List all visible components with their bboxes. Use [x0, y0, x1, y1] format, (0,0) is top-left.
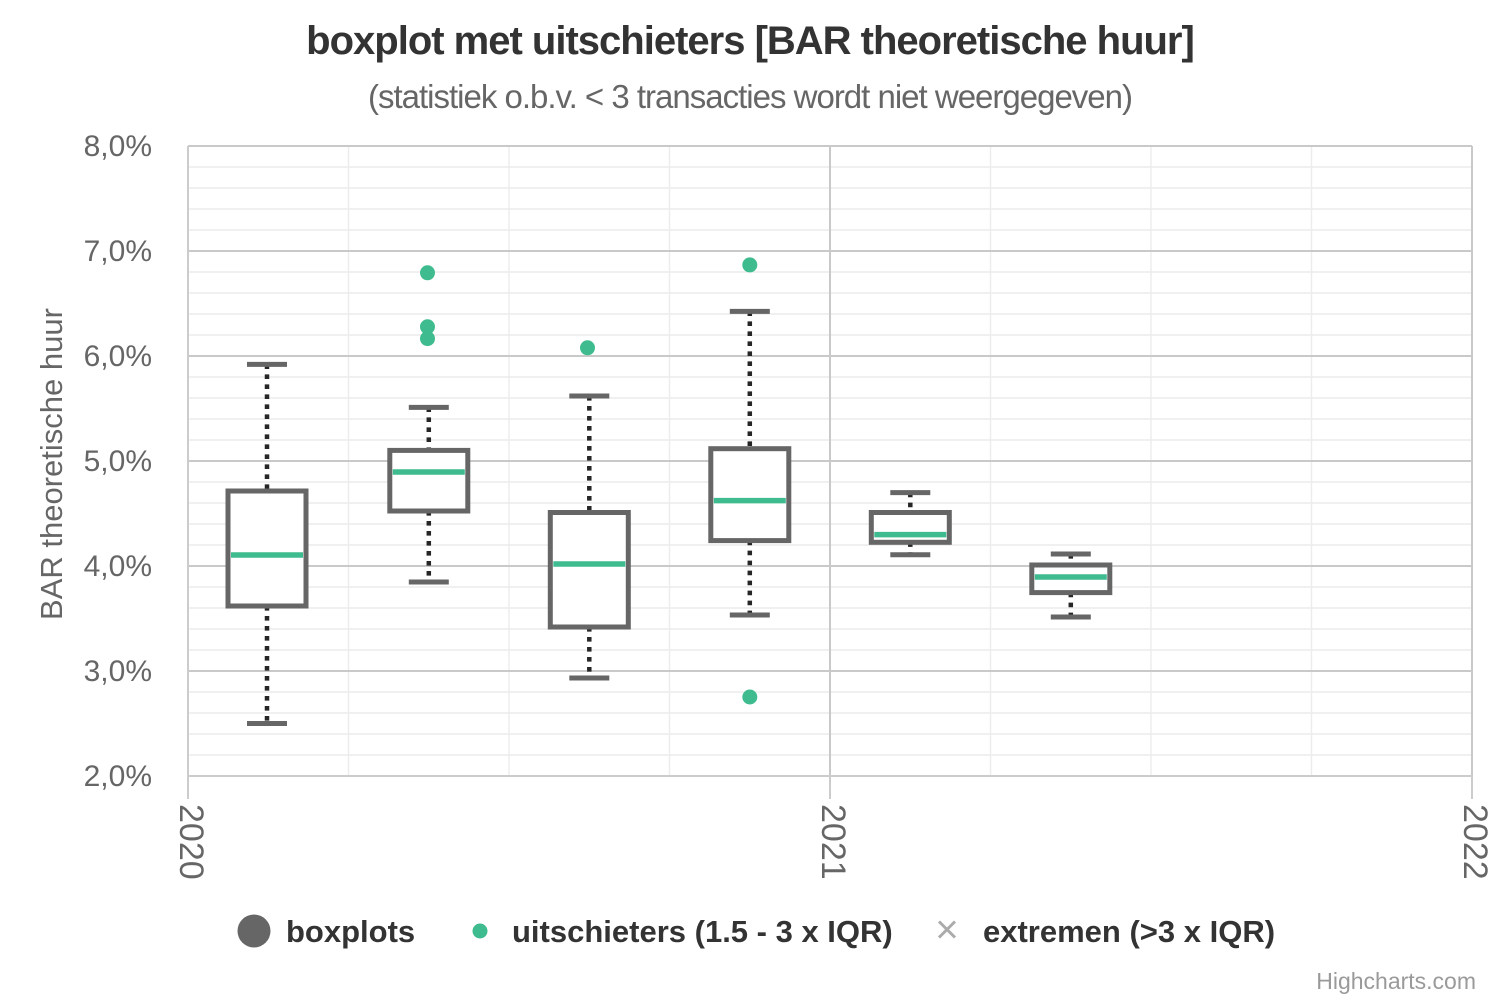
- svg-text:extremen (>3 x IQR): extremen (>3 x IQR): [983, 914, 1275, 949]
- svg-text:boxplots: boxplots: [286, 914, 415, 949]
- svg-text:2021: 2021: [814, 804, 852, 880]
- svg-text:uitschieters (1.5 - 3 x IQR): uitschieters (1.5 - 3 x IQR): [512, 914, 893, 949]
- svg-text:(statistiek o.b.v. < 3 transac: (statistiek o.b.v. < 3 transacties wordt…: [368, 78, 1132, 115]
- svg-text:5,0%: 5,0%: [84, 445, 152, 478]
- svg-text:8,0%: 8,0%: [84, 130, 152, 163]
- svg-text:7,0%: 7,0%: [84, 235, 152, 268]
- svg-text:BAR theoretische huur: BAR theoretische huur: [34, 308, 69, 620]
- svg-text:3,0%: 3,0%: [84, 655, 152, 688]
- svg-text:4,0%: 4,0%: [84, 550, 152, 583]
- svg-text:boxplot met uitschieters [BAR: boxplot met uitschieters [BAR theoretisc…: [306, 19, 1194, 63]
- svg-text:2022: 2022: [1456, 804, 1494, 880]
- svg-text:2020: 2020: [172, 804, 210, 880]
- svg-text:Highcharts.com: Highcharts.com: [1316, 968, 1476, 994]
- svg-text:2,0%: 2,0%: [84, 760, 152, 793]
- svg-text:6,0%: 6,0%: [84, 340, 152, 373]
